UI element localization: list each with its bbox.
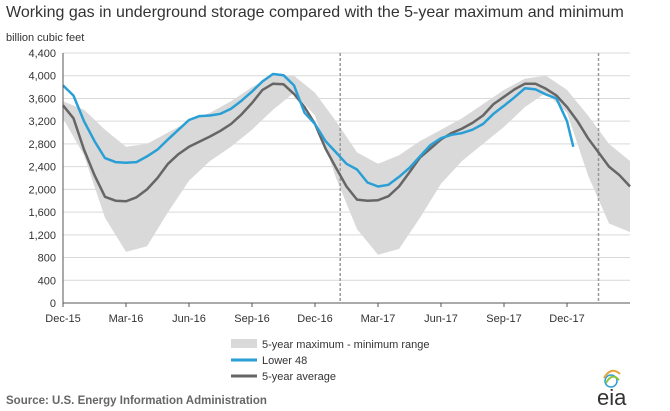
legend-label-range: 5-year maximum - minimum range: [262, 339, 429, 351]
chart-title: Working gas in underground storage compa…: [6, 4, 624, 21]
y-tick-labels: 0 400 800 1,200 1,600 2,000 2,400 2,800 3,200 3,6…: [28, 48, 56, 310]
x-tick-label: Sep-17: [486, 313, 521, 325]
y-tick-label: 800: [38, 253, 56, 265]
series-lines: [62, 72, 631, 203]
y-tick-label: 2,400: [28, 162, 56, 174]
series-line-avg: [62, 82, 631, 203]
y-tick-label: 1,600: [28, 207, 56, 219]
legend-label-lower48: Lower 48: [262, 355, 307, 367]
gridlines: [63, 52, 630, 281]
y-tick-label: 3,600: [28, 93, 56, 105]
legend-label-avg: 5-year average: [262, 371, 336, 383]
x-tick-label: Dec-17: [549, 313, 584, 325]
x-tick-label: Jun-17: [424, 313, 458, 325]
year-dividers: [339, 53, 600, 303]
eia-logo: eia: [597, 369, 627, 410]
x-tick-label: Mar-17: [361, 313, 396, 325]
legend: 5-year maximum - minimum range Lower 48 …: [231, 339, 429, 383]
y-tick-label: 4,400: [28, 48, 56, 60]
y-tick-label: 0: [50, 298, 56, 310]
eia-logo-text: eia: [597, 385, 627, 410]
x-tick-labels: Dec-15 Mar-16 Jun-16 Sep-16 Dec-16 Mar-17 Jun-…: [45, 313, 584, 325]
legend-swatch-range: [231, 339, 257, 348]
x-tick-label: Mar-16: [109, 313, 144, 325]
y-tick-label: 2,800: [28, 139, 56, 151]
y-axis-label: billion cubic feet: [6, 32, 84, 44]
x-tick-label: Sep-16: [234, 313, 269, 325]
y-tick-label: 400: [38, 275, 56, 287]
y-tick-label: 4,000: [28, 71, 56, 83]
x-tick-label: Dec-16: [297, 313, 332, 325]
y-tick-label: 2,000: [28, 184, 56, 196]
y-tick-label: 1,200: [28, 230, 56, 242]
y-tick-label: 3,200: [28, 116, 56, 128]
x-tick-label: Jun-16: [172, 313, 206, 325]
source-note: Source: U.S. Energy Information Administ…: [6, 395, 267, 407]
x-tick-label: Dec-15: [45, 313, 80, 325]
axes: [62, 53, 630, 307]
series-line-lower48: [62, 72, 575, 188]
